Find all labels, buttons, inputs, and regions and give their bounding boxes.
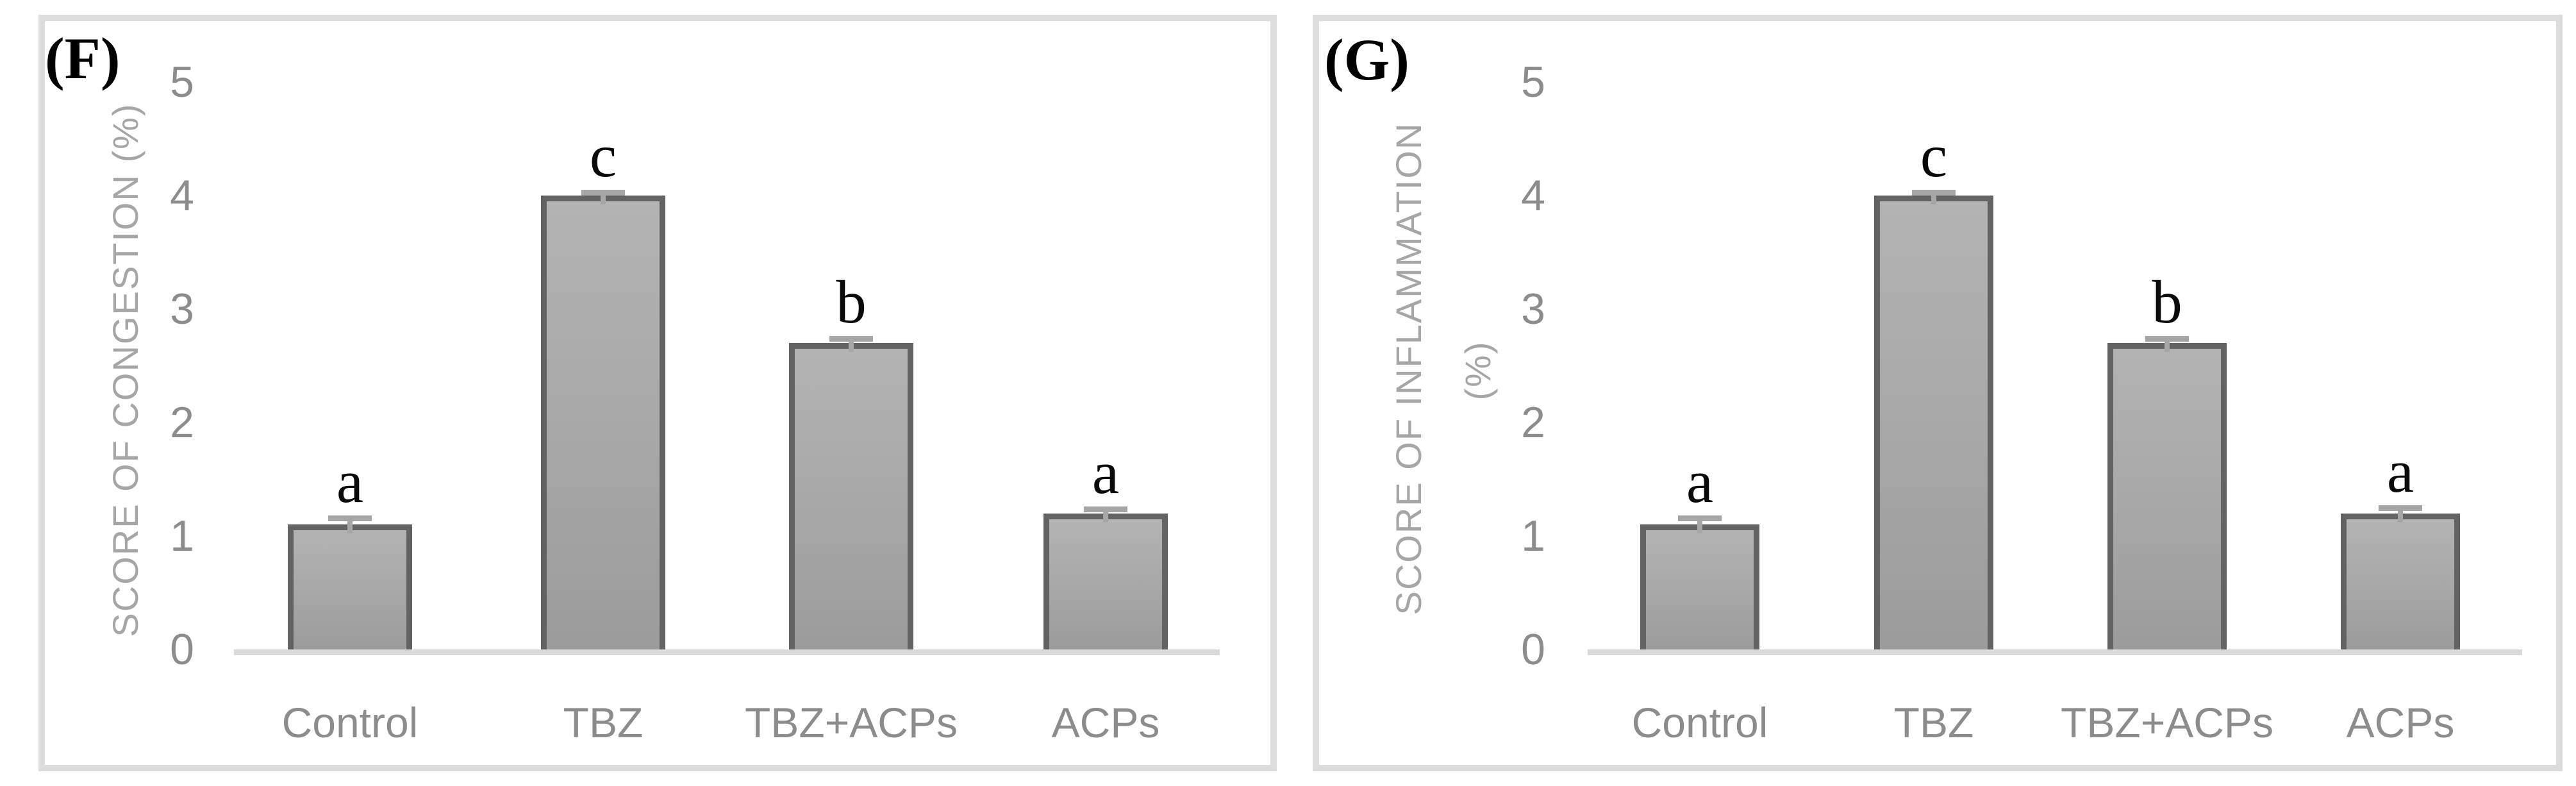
error-bar-cap <box>829 336 873 342</box>
error-bar-stem <box>849 339 854 353</box>
error-bar-stem <box>2165 339 2170 353</box>
significance-letter: a <box>1092 438 1120 506</box>
y-axis-tick-label: 0 <box>1521 625 1545 674</box>
bar-control <box>1640 524 1759 649</box>
x-axis-category-label: Control <box>281 699 419 746</box>
panel-letter-label: (F) <box>45 26 120 91</box>
error-bar-cap <box>581 190 625 196</box>
error-bar-cap <box>2379 505 2422 512</box>
significance-letter: c <box>1920 122 1948 190</box>
x-axis-category-label: ACPs <box>1051 699 1160 746</box>
error-bar-stem <box>601 192 606 205</box>
significance-letter: c <box>589 122 617 190</box>
bar-tbz-acps <box>2107 343 2227 649</box>
y-axis-tick-label: 3 <box>1521 285 1545 333</box>
x-axis-category-label: TBZ <box>563 699 644 746</box>
y-axis-tick-label: 5 <box>1521 58 1545 106</box>
error-bar-stem <box>1931 192 1936 205</box>
x-axis-category-label: Control <box>1631 699 1768 746</box>
significance-letter: a <box>336 447 364 516</box>
error-bar-cap <box>1912 190 1956 196</box>
error-bar-stem <box>1697 518 1702 534</box>
significance-letter: b <box>836 268 867 337</box>
y-axis-tick-label: 4 <box>1521 171 1545 220</box>
panel-letter-label: (G) <box>1324 27 1409 92</box>
x-axis-line <box>1588 649 2522 655</box>
bar-acps <box>2341 513 2460 649</box>
x-axis-category-label: ACPs <box>2346 699 2455 746</box>
x-axis-category-label: TBZ+ACPs <box>745 699 958 746</box>
y-axis-tick-label: 3 <box>170 285 194 333</box>
error-bar-cap <box>1678 515 1722 522</box>
bar-tbz <box>1874 196 1993 649</box>
y-axis-tick-label: 5 <box>170 58 194 106</box>
y-axis-tick-label: 1 <box>170 512 194 560</box>
panel-congestion-chart: (F) SCORE OF CONGESTION (%) 0 1 2 3 4 5 a Control… <box>38 15 1277 771</box>
significance-letter: b <box>2152 268 2182 337</box>
x-axis-category-label: TBZ <box>1893 699 1974 746</box>
bar-tbz <box>541 196 665 649</box>
x-axis-category-label: TBZ+ACPs <box>2061 699 2273 746</box>
error-bar-stem <box>347 518 353 534</box>
y-axis-tick-label: 4 <box>170 171 194 220</box>
y-axis-tick-label: 2 <box>170 398 194 447</box>
error-bar-cap <box>2145 336 2189 342</box>
y-axis-tick-label: 2 <box>1521 398 1545 447</box>
error-bar-cap <box>328 515 372 522</box>
significance-letter: a <box>2386 437 2414 506</box>
bar-tbz-acps <box>789 343 913 649</box>
error-bar-cap <box>1084 506 1127 512</box>
bar-control <box>288 524 412 649</box>
panel-inflammation-chart: (G) SCORE OF INFLAMMATION (%) 0 1 2 3 4 5 a Contro… <box>1313 15 2563 771</box>
bar-acps <box>1043 513 1168 649</box>
error-bar-stem <box>1103 508 1108 523</box>
y-axis-tick-label: 0 <box>170 625 194 674</box>
significance-letter: a <box>1686 447 1714 516</box>
error-bar-stem <box>2398 508 2403 523</box>
x-axis-line <box>234 649 1220 655</box>
y-axis-tick-label: 1 <box>1521 512 1545 560</box>
